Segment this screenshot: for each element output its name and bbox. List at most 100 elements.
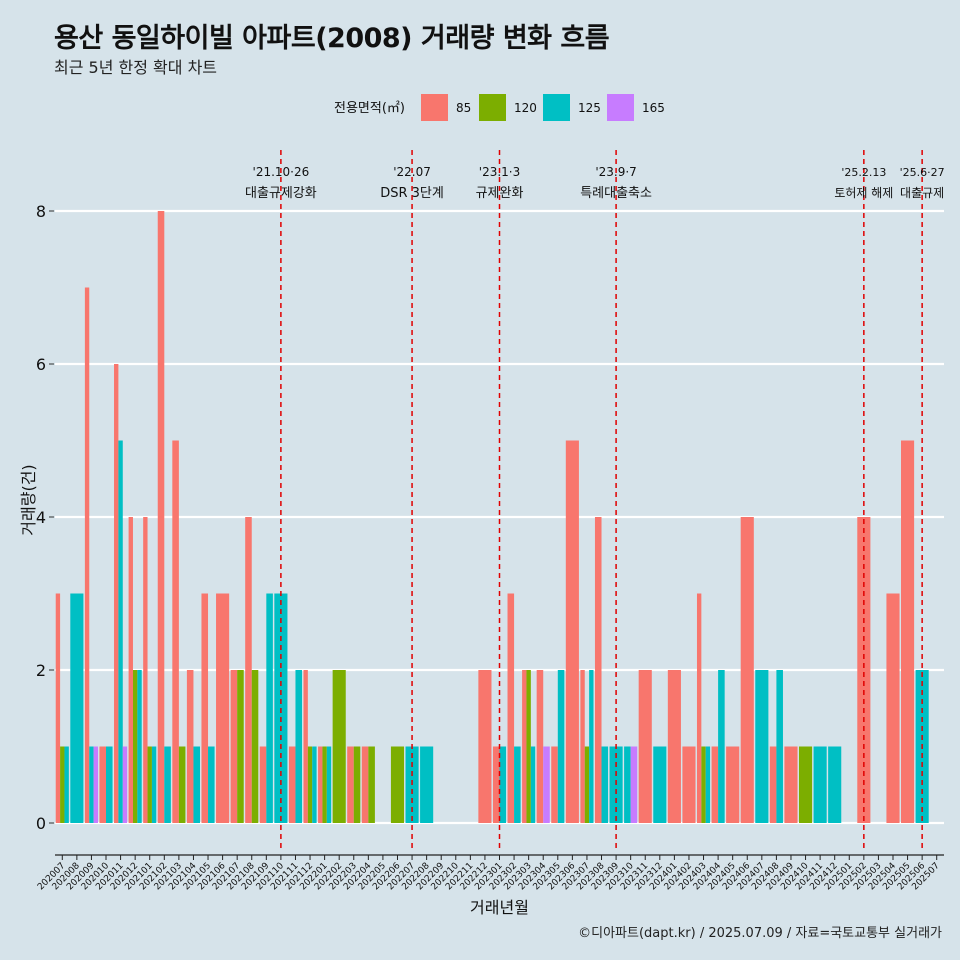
bar-202007-120 bbox=[60, 746, 65, 823]
bar-202307-125 bbox=[589, 670, 594, 823]
bar-202502-85 bbox=[857, 517, 871, 823]
chart-caption: ©디아파트(dapt.kr) / 2025.07.09 / 자료=국토교통부 실… bbox=[578, 926, 942, 941]
bar-202105-85 bbox=[201, 593, 209, 823]
bar-202505-85 bbox=[901, 440, 915, 823]
y-axis-title: 거래량(건) bbox=[19, 464, 38, 535]
bars bbox=[55, 211, 929, 823]
y-tick-label-8: 8 bbox=[36, 202, 46, 221]
bar-202103-85 bbox=[172, 440, 179, 823]
bar-202108-120 bbox=[251, 670, 259, 823]
event-date-3: '23.9·7 bbox=[595, 165, 636, 179]
bar-202403-120 bbox=[701, 746, 706, 823]
bar-202212-85 bbox=[478, 670, 492, 823]
bar-202202-120 bbox=[332, 670, 346, 823]
bar-202007-125 bbox=[64, 746, 69, 823]
bar-202112-125 bbox=[312, 746, 317, 823]
legend-swatch-120 bbox=[479, 94, 506, 121]
bar-202412-125 bbox=[828, 746, 842, 823]
bar-202405-85 bbox=[726, 746, 740, 823]
bar-202409-85 bbox=[784, 746, 798, 823]
bar-202011-165 bbox=[122, 746, 128, 823]
legend-label-125: 125 bbox=[578, 101, 601, 115]
bar-202112-120 bbox=[307, 746, 313, 823]
bar-202203-120 bbox=[353, 746, 361, 823]
bar-202007-85 bbox=[55, 593, 61, 823]
bar-202112-85 bbox=[303, 670, 308, 823]
bar-202101-125 bbox=[151, 746, 157, 823]
bar-202302-85 bbox=[507, 593, 515, 823]
bar-202308-125 bbox=[601, 746, 609, 823]
event-label-1: DSR 3단계 bbox=[380, 186, 444, 201]
legend-label-165: 165 bbox=[642, 101, 665, 115]
legend-label-120: 120 bbox=[514, 101, 537, 115]
bar-202303-120 bbox=[526, 670, 531, 823]
y-tick-label-2: 2 bbox=[36, 661, 46, 680]
bar-202303-125 bbox=[530, 746, 536, 823]
x-axis-title: 거래년월 bbox=[470, 898, 529, 917]
bar-202102-125 bbox=[164, 746, 171, 823]
bar-202302-125 bbox=[514, 746, 521, 823]
bar-202204-120 bbox=[368, 746, 375, 823]
bar-202407-125 bbox=[755, 670, 769, 823]
bar-202109-85 bbox=[259, 746, 267, 823]
bar-202307-120 bbox=[584, 746, 590, 823]
bar-202012-120 bbox=[132, 670, 138, 823]
chart-title: 용산 동일하이빌 아파트(2008) 거래량 변화 흐름 bbox=[54, 23, 610, 54]
bar-202301-125 bbox=[499, 746, 507, 823]
bar-202201-85 bbox=[318, 746, 323, 823]
bar-202201-125 bbox=[326, 746, 332, 823]
bar-202009-165 bbox=[93, 746, 98, 823]
bar-202307-85 bbox=[580, 670, 585, 823]
bar-202103-120 bbox=[178, 746, 186, 823]
bar-202011-85 bbox=[114, 364, 119, 823]
bar-202310-165 bbox=[630, 746, 638, 823]
bar-202010-85 bbox=[99, 746, 107, 823]
legend-title: 전용면적(㎡) bbox=[334, 101, 405, 116]
bar-202408-85 bbox=[769, 746, 777, 823]
bar-202303-85 bbox=[522, 670, 527, 823]
bar-202108-85 bbox=[245, 517, 252, 823]
bar-202401-85 bbox=[667, 670, 681, 823]
event-label-5: 대출규제 bbox=[900, 186, 944, 200]
bar-202111-85 bbox=[288, 746, 296, 823]
y-tick-label-0: 0 bbox=[36, 814, 46, 833]
bar-202107-120 bbox=[237, 670, 244, 823]
bar-202408-125 bbox=[776, 670, 783, 823]
bar-202411-125 bbox=[813, 746, 827, 823]
y-tick-label-4: 4 bbox=[36, 508, 46, 527]
bar-202208-125 bbox=[420, 746, 434, 823]
bar-202012-125 bbox=[137, 670, 142, 823]
legend: 전용면적(㎡) 85 120 125 165 bbox=[334, 94, 665, 121]
bar-202201-120 bbox=[322, 746, 327, 823]
bar-202410-120 bbox=[798, 746, 813, 823]
event-label-3: 특례대출축소 bbox=[580, 186, 652, 201]
bar-202101-120 bbox=[147, 746, 152, 823]
event-lines: '21.10·26 대출규제강화 '22.07 DSR 3단계 '23.1·3 규제완화 '… bbox=[245, 150, 945, 850]
bar-202009-85 bbox=[84, 287, 90, 823]
bar-202306-85 bbox=[565, 440, 579, 823]
legend-label-85: 85 bbox=[456, 101, 471, 115]
legend-swatch-85 bbox=[421, 94, 448, 121]
event-label-0: 대출규제강화 bbox=[245, 186, 317, 201]
event-date-0: '21.10·26 bbox=[253, 165, 310, 179]
chart-subtitle: 최근 5년 한정 확대 차트 bbox=[54, 58, 218, 77]
bar-202107-85 bbox=[230, 670, 238, 823]
bar-202504-85 bbox=[886, 593, 900, 823]
bar-202406-85 bbox=[740, 517, 754, 823]
bar-202404-125 bbox=[718, 670, 725, 823]
bar-202305-125 bbox=[557, 670, 565, 823]
bar-202102-85 bbox=[157, 211, 165, 823]
bar-202011-125 bbox=[118, 440, 123, 823]
y-tick-label-6: 6 bbox=[36, 355, 46, 374]
legend-swatch-165 bbox=[607, 94, 634, 121]
bar-202206-120 bbox=[390, 746, 405, 823]
bar-202104-85 bbox=[186, 670, 194, 823]
bar-202403-85 bbox=[696, 593, 702, 823]
bar-202010-125 bbox=[106, 746, 113, 823]
bar-202109-125 bbox=[266, 593, 273, 823]
bar-202106-85 bbox=[216, 593, 230, 823]
bar-202305-85 bbox=[551, 746, 558, 823]
bar-202111-125 bbox=[295, 670, 303, 823]
event-date-1: '22.07 bbox=[393, 165, 431, 179]
